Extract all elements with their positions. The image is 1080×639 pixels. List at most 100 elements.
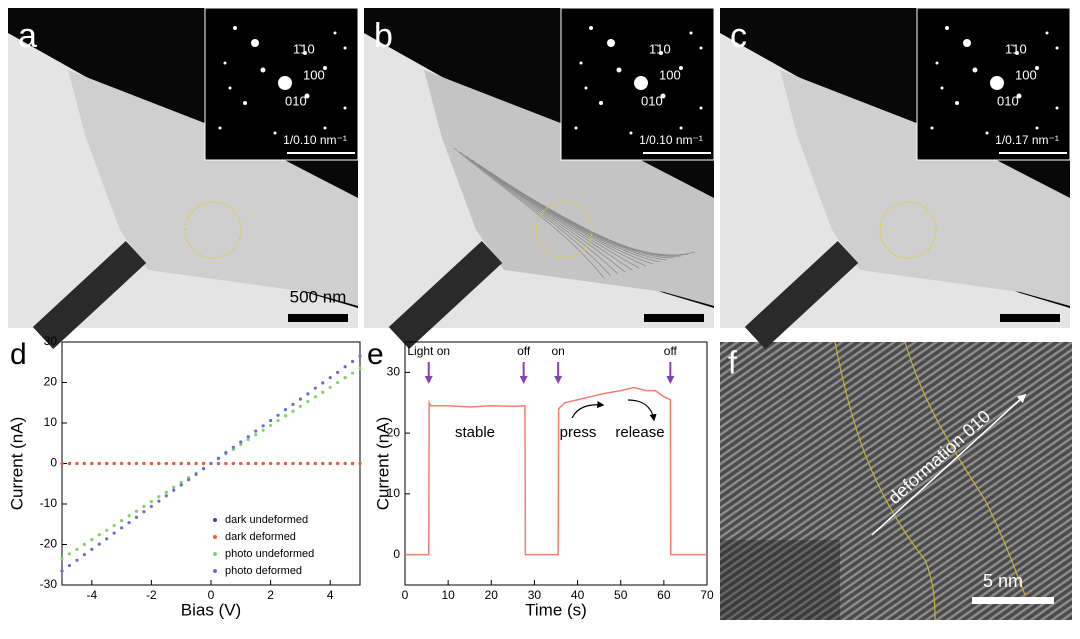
data-point <box>142 461 146 466</box>
curved-arrow <box>627 399 657 422</box>
data-point <box>179 461 183 466</box>
data-point <box>60 557 64 561</box>
data-point <box>246 461 250 466</box>
data-point <box>313 461 317 466</box>
data-point <box>231 445 235 449</box>
data-point <box>239 440 243 444</box>
data-point <box>306 399 310 404</box>
data-point <box>149 499 153 504</box>
diffraction-spot <box>278 76 292 90</box>
data-point <box>350 359 355 364</box>
diffraction-spot <box>599 101 603 105</box>
diffraction-spot <box>303 51 307 55</box>
data-point <box>179 483 183 487</box>
spot-index: 1̄10 <box>293 41 315 56</box>
spot-index: 1̄10 <box>1005 41 1027 56</box>
spot-index: 010 <box>997 93 1019 108</box>
diffraction-spot <box>1035 66 1039 70</box>
data-point <box>187 461 191 466</box>
diffraction-spot <box>579 61 583 65</box>
data-point <box>120 519 124 523</box>
region-circle <box>879 201 937 259</box>
diffraction-spot <box>972 67 978 73</box>
spot-index: 100 <box>1015 67 1037 82</box>
direction-arrow <box>871 393 1027 536</box>
data-point <box>164 461 168 466</box>
data-point <box>134 515 139 519</box>
diffraction-spot <box>574 126 578 130</box>
data-point <box>246 438 250 442</box>
event-label: off <box>517 344 531 358</box>
data-point <box>254 429 258 433</box>
y-tick-label: 30 <box>387 365 401 379</box>
y-tick-label: 10 <box>44 415 58 429</box>
x-tick-label: 70 <box>700 588 714 602</box>
annotation: release <box>615 424 664 441</box>
diffraction-spot <box>589 26 593 30</box>
diffraction-spot <box>343 46 347 50</box>
data-point <box>209 461 213 466</box>
diffraction-spot <box>616 67 622 73</box>
data-point <box>336 380 340 385</box>
data-point <box>149 504 153 509</box>
data-point <box>328 385 332 389</box>
data-point <box>67 563 72 568</box>
data-point <box>283 408 288 412</box>
event-arrowhead <box>554 376 563 384</box>
diffraction-spot <box>260 67 266 73</box>
y-tick-label: 20 <box>44 375 58 389</box>
data-point <box>75 558 79 562</box>
data-point <box>343 376 347 380</box>
data-point <box>313 395 317 399</box>
data-point <box>298 397 302 401</box>
data-point <box>60 461 64 466</box>
data-point <box>239 461 243 466</box>
diffraction-spot <box>990 76 1004 90</box>
data-point <box>254 433 258 437</box>
diffraction-spot <box>243 101 247 105</box>
panel-label: e <box>367 338 384 371</box>
spot-index: 100 <box>659 67 681 82</box>
x-tick-label: 4 <box>327 588 334 602</box>
data-point <box>164 494 168 498</box>
diffraction-spot <box>659 51 663 55</box>
diffraction-spot <box>323 66 327 70</box>
x-tick-label: 60 <box>657 588 671 602</box>
data-point <box>90 461 94 466</box>
data-point <box>298 461 302 466</box>
legend-marker <box>213 569 217 573</box>
x-tick-label: 2 <box>267 588 274 602</box>
data-point <box>224 461 228 466</box>
panel-label: c <box>730 17 747 55</box>
y-tick-label: -20 <box>40 537 58 551</box>
diffraction-spot <box>629 131 633 135</box>
diffraction-spot <box>935 61 939 65</box>
diffraction-spot <box>218 126 222 130</box>
diffraction-spot <box>679 126 683 130</box>
diffraction-spot <box>584 86 588 90</box>
wrinkle <box>483 167 640 269</box>
diffraction-spot <box>1055 46 1059 50</box>
data-point <box>261 461 265 466</box>
wrinkle <box>531 199 696 256</box>
spot-index: 010 <box>285 93 307 108</box>
legend-label: photo undeformed <box>225 548 314 560</box>
data-point <box>112 523 116 528</box>
data-point <box>254 461 258 466</box>
diffraction-spot <box>963 39 971 47</box>
event-label: Light on <box>407 344 450 358</box>
data-point <box>328 461 332 466</box>
diffraction-spot <box>699 46 703 50</box>
spot-index: 100 <box>303 67 325 82</box>
data-point <box>321 381 325 385</box>
data-line <box>405 386 707 556</box>
scale-label: 5 nm <box>983 571 1023 591</box>
spot-index: 010 <box>641 93 663 108</box>
x-tick-label: 0 <box>208 588 215 602</box>
legend-label: dark undeformed <box>225 514 308 526</box>
data-point <box>201 467 206 471</box>
data-point <box>269 423 273 428</box>
data-point <box>134 509 139 513</box>
data-point <box>60 569 64 573</box>
